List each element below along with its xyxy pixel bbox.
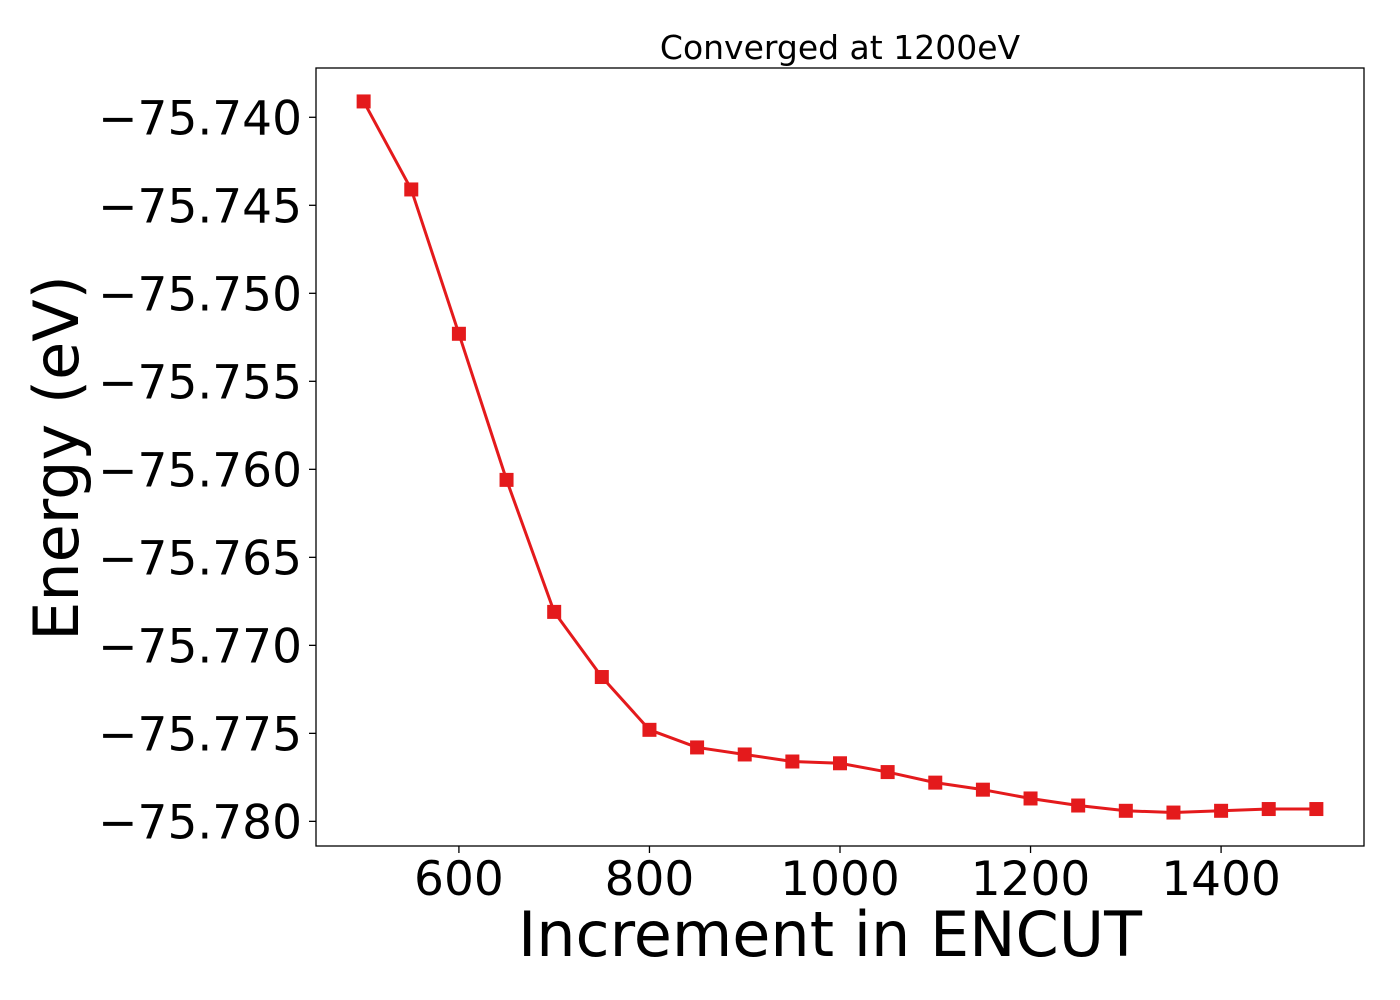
chart-title: Converged at 1200eV [660, 28, 1021, 67]
y-tick-label: −75.745 [98, 179, 302, 234]
y-axis-label: Energy (eV) [20, 275, 93, 641]
data-point-marker [880, 765, 895, 780]
data-point-marker [1071, 798, 1086, 813]
x-tick-label: 1200 [971, 852, 1091, 907]
data-point-marker [356, 94, 371, 109]
x-axis: 600 800 1000 1200 1400 [414, 846, 1281, 907]
y-tick-label: −75.775 [98, 707, 302, 762]
data-point-marker [928, 775, 943, 790]
data-point-marker [975, 782, 990, 797]
y-tick-label: −75.755 [98, 355, 302, 410]
data-point-marker [1118, 803, 1133, 818]
data-point-marker [1166, 805, 1181, 820]
y-axis: −75.740 −75.745 −75.750 −75.755 −75.760 −75.7… [98, 91, 316, 850]
y-tick-label: −75.740 [98, 91, 302, 146]
data-point-marker [1023, 791, 1038, 806]
data-point-marker [1261, 802, 1276, 817]
x-tick-label: 1400 [1161, 852, 1281, 907]
x-tick-label: 800 [605, 852, 695, 907]
data-point-marker [785, 754, 800, 769]
x-axis-label: Increment in ENCUT [518, 898, 1143, 971]
data-point-marker [642, 722, 657, 737]
y-tick-label: −75.780 [98, 795, 302, 850]
y-tick-label: −75.750 [98, 267, 302, 322]
series-layer [356, 94, 1324, 820]
data-point-marker [404, 182, 419, 197]
data-point-marker [1309, 802, 1324, 817]
data-point-marker [594, 670, 609, 685]
series-line [362, 100, 1317, 815]
data-point-marker [833, 756, 847, 771]
data-point-marker [451, 326, 466, 341]
x-tick-label: 600 [414, 852, 504, 907]
plot-frame [315, 67, 1365, 847]
data-point-marker [737, 747, 752, 762]
data-point-marker [499, 472, 514, 487]
y-tick-label: −75.770 [98, 619, 302, 674]
data-point-marker [547, 604, 562, 619]
y-tick-label: −75.760 [98, 443, 302, 498]
x-tick-label: 1000 [780, 852, 900, 907]
data-point-marker [1214, 803, 1229, 818]
data-point-marker [690, 740, 705, 755]
y-tick-label: −75.765 [98, 531, 302, 586]
